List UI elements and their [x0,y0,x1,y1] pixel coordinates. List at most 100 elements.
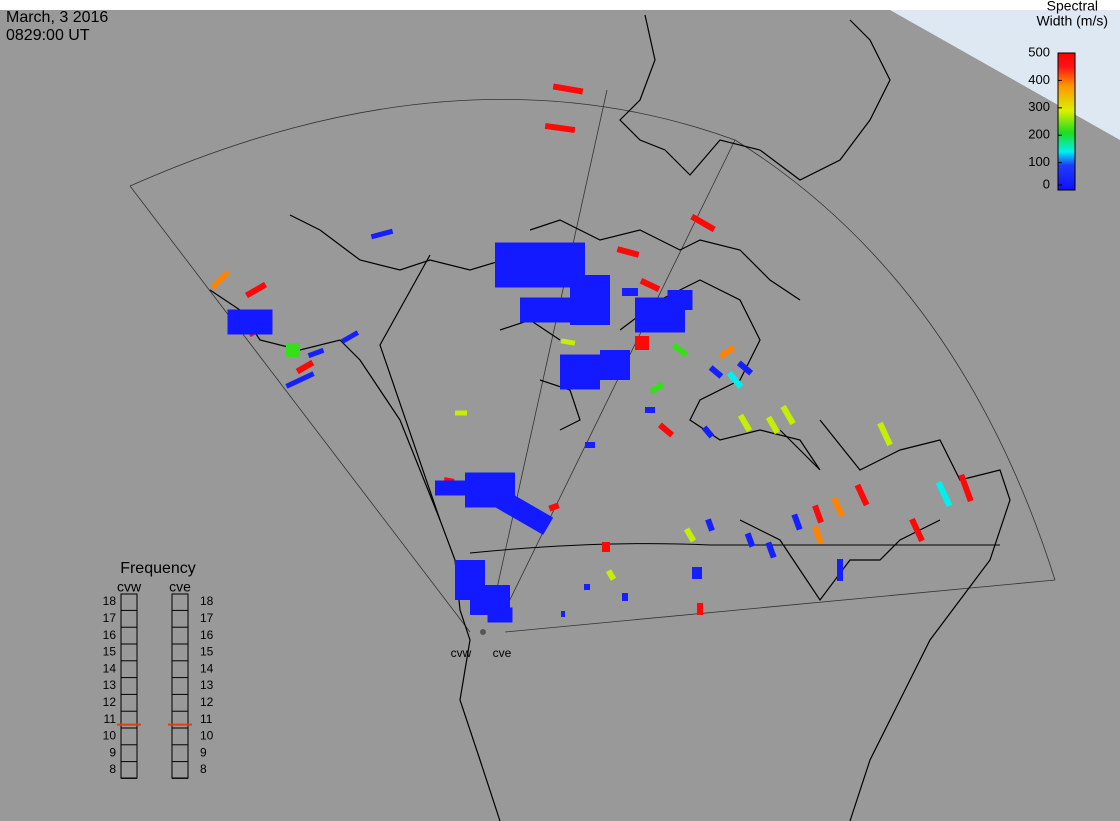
echo [645,407,655,413]
colorbar-tick-label: 300 [1028,99,1050,114]
echo [286,343,300,357]
echo [744,532,756,548]
echo [616,246,640,258]
echo [909,517,925,543]
frequency-box [120,593,138,779]
echo [584,584,590,590]
echo [600,350,630,380]
echo [780,404,796,426]
frequency-tick-label: 12 [103,695,117,709]
echo [560,354,600,390]
echoes [210,83,974,623]
colorbar-tick-label: 0 [1043,176,1050,191]
echo [622,288,638,296]
echo [697,603,703,615]
radar-name: cvw [117,579,142,595]
frequency-tick-label: 17 [200,611,214,625]
frequency-tick-label: 15 [103,645,117,659]
daylight-region [890,10,1120,140]
echo [635,336,649,350]
echo [560,338,576,346]
frequency-tick-label: 18 [103,594,117,608]
echo [227,309,273,335]
echo [701,425,715,439]
radar-name: cve [169,579,191,595]
echo [877,421,893,447]
frequency-tick-label: 16 [103,628,117,642]
echo [552,83,584,95]
echo [544,122,576,134]
echo [649,381,665,395]
frequency-tick-label: 14 [103,661,117,675]
echo [705,518,715,532]
echo [935,480,953,508]
frequency-tick-label: 11 [104,712,117,726]
echo [487,607,513,623]
date: March, 3 2016 [6,9,108,26]
echo [570,275,610,325]
frequency-tick-label: 8 [109,762,116,776]
station-label: cvw [451,646,472,660]
echo [837,559,843,581]
frequency-title: Frequency [120,560,196,577]
echo [657,422,675,438]
echo [561,611,565,617]
echo [639,278,661,292]
frequency-tick-label: 12 [200,695,214,709]
colorbar-tick-label: 500 [1028,44,1050,59]
frequency-tick-label: 9 [109,745,116,759]
colorbar-tick-label: 400 [1028,72,1050,87]
station-label: cve [493,646,512,660]
echo [737,413,753,433]
coastlines [129,14,1056,821]
echo [548,502,560,512]
echo [602,542,610,552]
time: 0829:00 UT [6,27,90,44]
echo [667,290,693,310]
echo [765,415,781,435]
echo [244,281,268,299]
frequency-tick-label: 9 [200,745,207,759]
echo [812,525,824,545]
frequency-tick-label: 10 [103,729,117,743]
colorbar-title: Width (m/s) [1036,13,1108,29]
echo [692,567,702,579]
echo [831,496,845,518]
radar-site [480,629,486,635]
colorbar-tick-label: 100 [1028,154,1050,169]
echo [690,213,716,233]
echo [585,442,595,448]
echo [854,483,870,507]
echo [958,473,974,503]
frequency-tick-label: 13 [200,678,214,692]
frequency-box [171,593,189,779]
frequency-tick-label: 14 [200,661,214,675]
echo [622,593,628,601]
colorbar [1057,52,1076,191]
echo [726,371,744,389]
frequency-tick-label: 16 [200,628,214,642]
echo [486,485,554,535]
echo [605,569,617,581]
colorbar-tick-label: 200 [1028,127,1050,142]
echo [736,360,754,376]
frequency-tick-label: 17 [103,611,117,625]
frequency-tick-label: 10 [200,729,214,743]
echo [435,480,465,496]
echo [455,410,467,416]
echo [765,541,777,559]
echo [295,359,315,375]
frequency-tick-label: 11 [200,712,213,726]
echo [718,344,736,360]
echo [791,513,803,531]
frequency-tick-label: 13 [103,678,117,692]
echo [671,342,689,358]
echo [307,347,325,359]
echo [210,270,230,290]
colorbar-title: Spectral [1047,0,1098,14]
echo [285,371,315,389]
frequency-tick-label: 15 [200,645,214,659]
echo [708,365,724,379]
echo [370,228,394,240]
